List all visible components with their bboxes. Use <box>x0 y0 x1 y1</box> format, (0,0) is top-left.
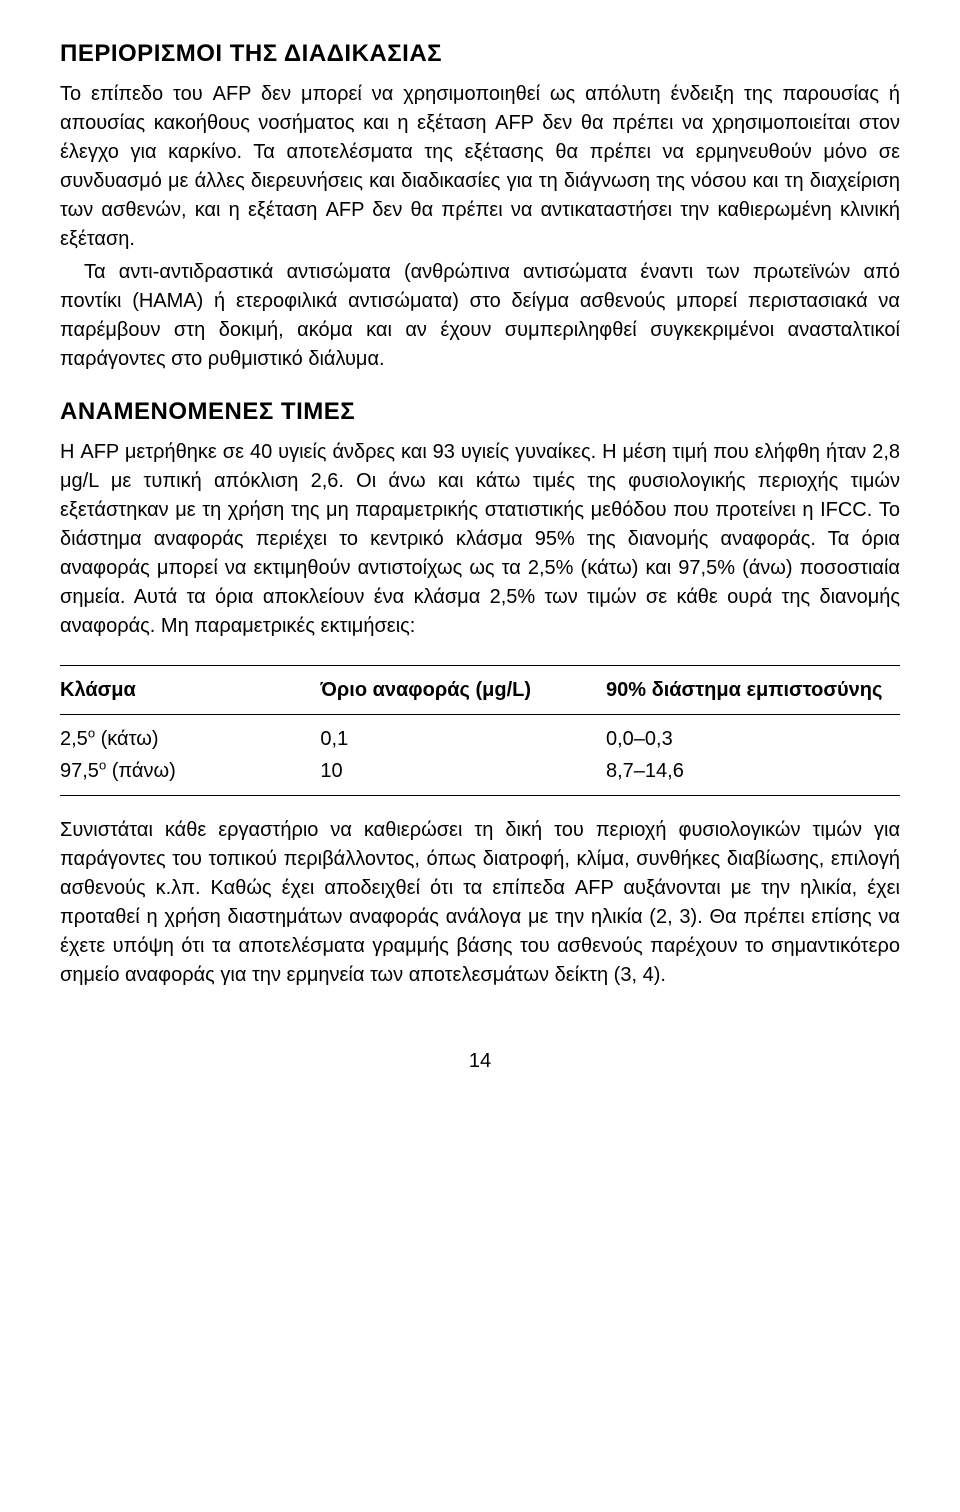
footer-paragraph: Συνιστάται κάθε εργαστήριο να καθιερώσει… <box>60 816 900 990</box>
limitations-para-2: Τα αντι-αντιδραστικά αντισώματα (ανθρώπι… <box>60 258 900 374</box>
reference-table: Κλάσμα Όριο αναφοράς (μg/L) 90% διάστημα… <box>60 665 900 796</box>
table-cell-limit: 0,1 <box>320 723 606 755</box>
table-header-fraction: Κλάσμα <box>60 674 320 706</box>
table-header-row: Κλάσμα Όριο αναφοράς (μg/L) 90% διάστημα… <box>60 674 900 706</box>
table-bottom-rule <box>60 795 900 796</box>
page-number: 14 <box>60 1050 900 1073</box>
table-body: 2,5ο (κάτω) 0,1 0,0–0,3 97,5ο (πάνω) 10 … <box>60 723 900 787</box>
table-cell-ci: 8,7–14,6 <box>606 755 900 787</box>
limitations-section: ΠΕΡΙΟΡΙΣΜΟΙ ΤΗΣ ΔΙΑΔΙΚΑΣΙΑΣ Το επίπεδο τ… <box>60 40 900 374</box>
table-cell-fraction: 97,5ο (πάνω) <box>60 755 320 787</box>
table-header-limit: Όριο αναφοράς (μg/L) <box>320 674 606 706</box>
table-cell-ci: 0,0–0,3 <box>606 723 900 755</box>
table-header-rule <box>60 714 900 715</box>
table-row: 97,5ο (πάνω) 10 8,7–14,6 <box>60 755 900 787</box>
table-cell-fraction: 2,5ο (κάτω) <box>60 723 320 755</box>
expected-para-1: Η AFP μετρήθηκε σε 40 υγιείς άνδρες και … <box>60 438 900 641</box>
table-top-rule <box>60 665 900 666</box>
table-header-ci: 90% διάστημα εμπιστοσύνης <box>606 674 900 706</box>
table-cell-limit: 10 <box>320 755 606 787</box>
expected-section: ΑΝΑΜΕΝΟΜΕΝΕΣ ΤΙΜΕΣ Η AFP μετρήθηκε σε 40… <box>60 398 900 641</box>
limitations-para-1: Το επίπεδο του AFP δεν μπορεί να χρησιμο… <box>60 80 900 254</box>
table-row: 2,5ο (κάτω) 0,1 0,0–0,3 <box>60 723 900 755</box>
limitations-heading: ΠΕΡΙΟΡΙΣΜΟΙ ΤΗΣ ΔΙΑΔΙΚΑΣΙΑΣ <box>60 40 900 68</box>
expected-heading: ΑΝΑΜΕΝΟΜΕΝΕΣ ΤΙΜΕΣ <box>60 398 900 426</box>
